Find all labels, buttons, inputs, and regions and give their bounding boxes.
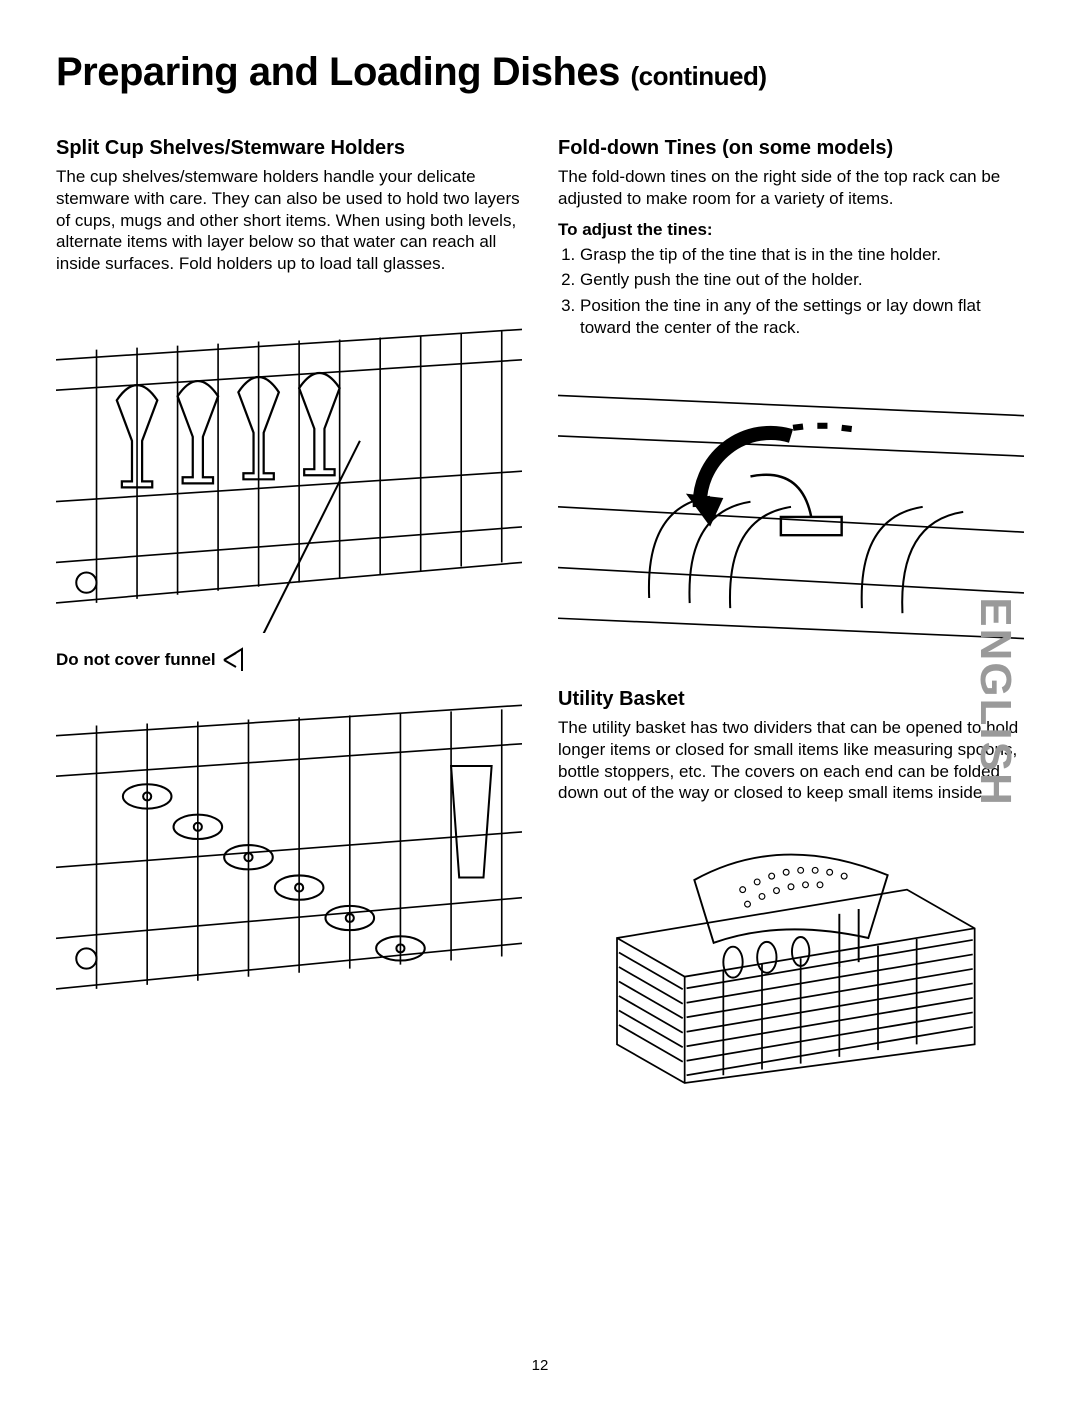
left-column: Split Cup Shelves/Stemware Holders The c…: [56, 137, 522, 1093]
title-main: Preparing and Loading Dishes: [56, 50, 620, 94]
adjust-tines-sub: To adjust the tines:: [558, 220, 1024, 240]
right-column: Fold-down Tines (on some models) The fol…: [558, 137, 1024, 1093]
utility-basket-body: The utility basket has two dividers that…: [558, 717, 1024, 804]
content-columns: Split Cup Shelves/Stemware Holders The c…: [56, 137, 1024, 1093]
figure-cups-rack: [56, 685, 522, 1019]
tines-step-1: Grasp the tip of the tine that is in the…: [580, 244, 1024, 266]
page-number: 12: [532, 1357, 549, 1374]
funnel-pointer-icon: [222, 643, 248, 677]
stemware-rack-illustration: [56, 299, 522, 633]
split-cup-body: The cup shelves/stemware holders handle …: [56, 166, 522, 275]
fold-tines-body: The fold-down tines on the right side of…: [558, 166, 1024, 210]
tines-steps-list: Grasp the tip of the tine that is in the…: [558, 244, 1024, 339]
utility-basket-heading: Utility Basket: [558, 688, 1024, 711]
figure-stemware-rack: [56, 299, 522, 633]
utility-basket-illustration: [588, 822, 994, 1093]
funnel-label: Do not cover funnel: [56, 650, 216, 670]
figure-fold-tines: [558, 365, 1024, 649]
tines-step-3: Position the tine in any of the settings…: [580, 295, 1024, 339]
split-cup-heading: Split Cup Shelves/Stemware Holders: [56, 137, 522, 160]
funnel-callout: Do not cover funnel: [56, 643, 522, 677]
language-tab: ENGLISH: [970, 597, 1020, 807]
fold-tines-illustration: [558, 365, 1024, 649]
title-continued: (continued): [631, 61, 767, 91]
tines-step-2: Gently push the tine out of the holder.: [580, 269, 1024, 291]
fold-tines-heading: Fold-down Tines (on some models): [558, 137, 1024, 160]
cups-rack-illustration: [56, 685, 522, 1019]
page-title: Preparing and Loading Dishes (continued): [56, 50, 1024, 95]
figure-utility-basket: [558, 822, 1024, 1093]
